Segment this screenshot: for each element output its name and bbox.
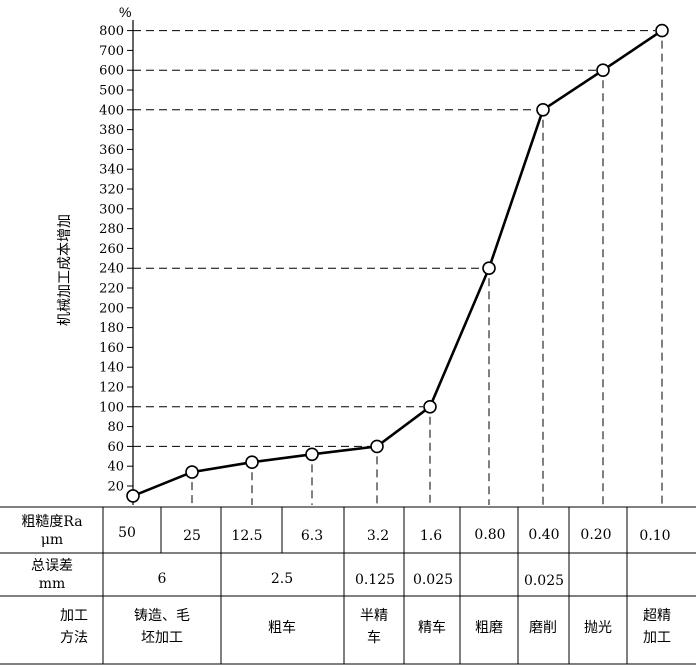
y-tick-label: 300: [99, 202, 124, 217]
method-cell: 精车: [418, 619, 446, 636]
y-tick-label: 40: [107, 460, 124, 475]
y-tick-label: 700: [99, 44, 124, 59]
tolerance-cell: 2.5: [271, 571, 293, 587]
tolerance-cell: 0.025: [524, 573, 564, 589]
y-tick-label: 280: [99, 222, 124, 237]
y-tick-label: 200: [99, 301, 124, 316]
tolerance-header-line2: mm: [39, 576, 66, 592]
y-tick-label: 260: [99, 242, 124, 257]
method-cell: 抛光: [584, 620, 612, 636]
method-header-line2: 方法: [60, 630, 88, 646]
method-cell: 超精: [643, 608, 671, 624]
data-point: [370, 439, 384, 454]
y-tick-label: 60: [107, 440, 124, 455]
y-tick-label: 20: [107, 480, 124, 495]
data-point: [245, 455, 259, 470]
y-tick-label: 320: [99, 183, 124, 198]
method-cell: 粗车: [268, 619, 296, 636]
y-tick-label: 240: [99, 262, 124, 277]
method-cell: 车: [367, 629, 381, 646]
tolerance-cell: 6: [158, 571, 167, 587]
y-tick-label: 140: [99, 361, 124, 376]
data-point: [655, 23, 669, 38]
ra-cell: 3.2: [367, 528, 389, 544]
ra-cell: 25: [183, 528, 201, 544]
y-tick-label: 100: [99, 400, 124, 415]
ra-cell: 0.40: [528, 527, 559, 543]
tolerance-cell: 0.025: [413, 572, 453, 588]
data-point: [126, 489, 140, 503]
ra-cell: 0.10: [639, 528, 670, 544]
y-axis-label: 机械加工成本增加: [57, 214, 73, 326]
ra-header-line1: 粗糙度Ra: [21, 514, 82, 530]
ra-cell: 0.20: [580, 527, 611, 543]
method-cell: 半精: [360, 608, 388, 624]
ra-cell: 0.80: [474, 527, 505, 543]
y-tick-label: 120: [99, 381, 124, 396]
method-cell: 坯加工: [141, 630, 183, 646]
cost-curve: [132, 29, 663, 498]
ra-cell: 50: [118, 525, 136, 541]
method-header-line1: 加工: [60, 608, 88, 624]
data-point: [482, 261, 496, 276]
ra-cell: 12.5: [231, 528, 262, 544]
method-cell: 铸造、毛: [134, 608, 190, 624]
y-tick-label: 800: [99, 24, 124, 39]
method-cell: 粗磨: [475, 620, 503, 636]
data-point: [536, 103, 550, 117]
data-point: [596, 63, 610, 77]
y-tick-label: 160: [99, 341, 124, 356]
method-cell: 加工: [643, 630, 671, 646]
y-tick-label: 180: [99, 321, 124, 336]
method-cell: 磨削: [529, 620, 557, 636]
y-tick-label: 80: [107, 420, 124, 435]
y-tick-label: 360: [99, 143, 124, 158]
y-tick-label: 340: [99, 163, 124, 178]
y-tick-label: 400: [99, 103, 124, 118]
tolerance-cell: 0.125: [355, 572, 395, 588]
tolerance-header-line1: 总误差: [31, 558, 73, 574]
y-unit-symbol: %: [119, 4, 131, 20]
y-tick-label: 220: [99, 282, 124, 297]
data-point: [305, 447, 319, 462]
y-tick-label: 500: [99, 84, 124, 99]
y-tick-label: 380: [99, 123, 124, 138]
y-tick-label: 600: [99, 64, 124, 79]
data-point: [185, 465, 199, 479]
process-table: [0, 506, 696, 665]
ra-cell: 6.3: [301, 528, 323, 544]
ra-cell: 1.6: [420, 528, 442, 544]
ra-header-line2: μm: [41, 532, 63, 548]
data-point: [423, 399, 437, 414]
